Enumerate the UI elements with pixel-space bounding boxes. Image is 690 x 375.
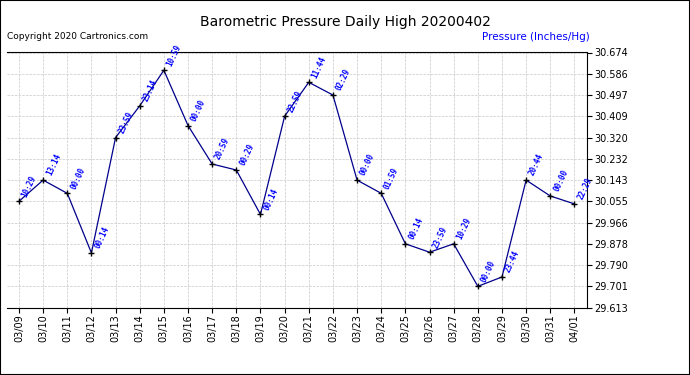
Text: 23:59: 23:59 (117, 110, 135, 135)
Text: Copyright 2020 Cartronics.com: Copyright 2020 Cartronics.com (7, 32, 148, 41)
Text: 00:00: 00:00 (190, 98, 207, 123)
Text: 23:59: 23:59 (431, 225, 448, 249)
Text: 00:00: 00:00 (480, 259, 497, 284)
Text: 00:14: 00:14 (93, 225, 110, 250)
Text: Pressure (Inches/Hg): Pressure (Inches/Hg) (482, 32, 590, 42)
Text: 10:59: 10:59 (166, 43, 183, 68)
Text: 02:29: 02:29 (335, 68, 352, 92)
Text: 00:00: 00:00 (552, 168, 569, 193)
Text: 20:59: 20:59 (214, 136, 231, 161)
Text: 00:14: 00:14 (407, 216, 424, 241)
Text: 00:14: 00:14 (262, 187, 279, 212)
Text: 01:59: 01:59 (383, 166, 400, 190)
Text: 00:00: 00:00 (69, 166, 86, 190)
Text: Barometric Pressure Daily High 20200402: Barometric Pressure Daily High 20200402 (199, 15, 491, 29)
Text: 13:14: 13:14 (45, 153, 62, 177)
Text: 11:44: 11:44 (310, 55, 328, 80)
Text: 22:59: 22:59 (286, 88, 304, 113)
Text: 22:29: 22:29 (576, 176, 593, 201)
Text: 20:44: 20:44 (528, 153, 545, 177)
Text: 10:29: 10:29 (455, 216, 473, 241)
Text: 00:29: 00:29 (238, 142, 255, 167)
Text: 10:29: 10:29 (21, 174, 38, 198)
Text: 23:44: 23:44 (504, 249, 521, 274)
Text: 00:00: 00:00 (359, 153, 376, 177)
Text: 23:14: 23:14 (141, 78, 159, 103)
